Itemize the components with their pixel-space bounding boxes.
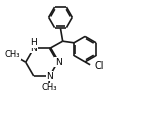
Text: H: H (30, 38, 37, 47)
Text: N: N (30, 44, 37, 53)
Text: CH₃: CH₃ (41, 83, 57, 92)
Text: N: N (55, 58, 62, 67)
Text: CH₃: CH₃ (5, 50, 20, 60)
Text: Cl: Cl (95, 61, 104, 71)
Text: N: N (46, 71, 53, 81)
